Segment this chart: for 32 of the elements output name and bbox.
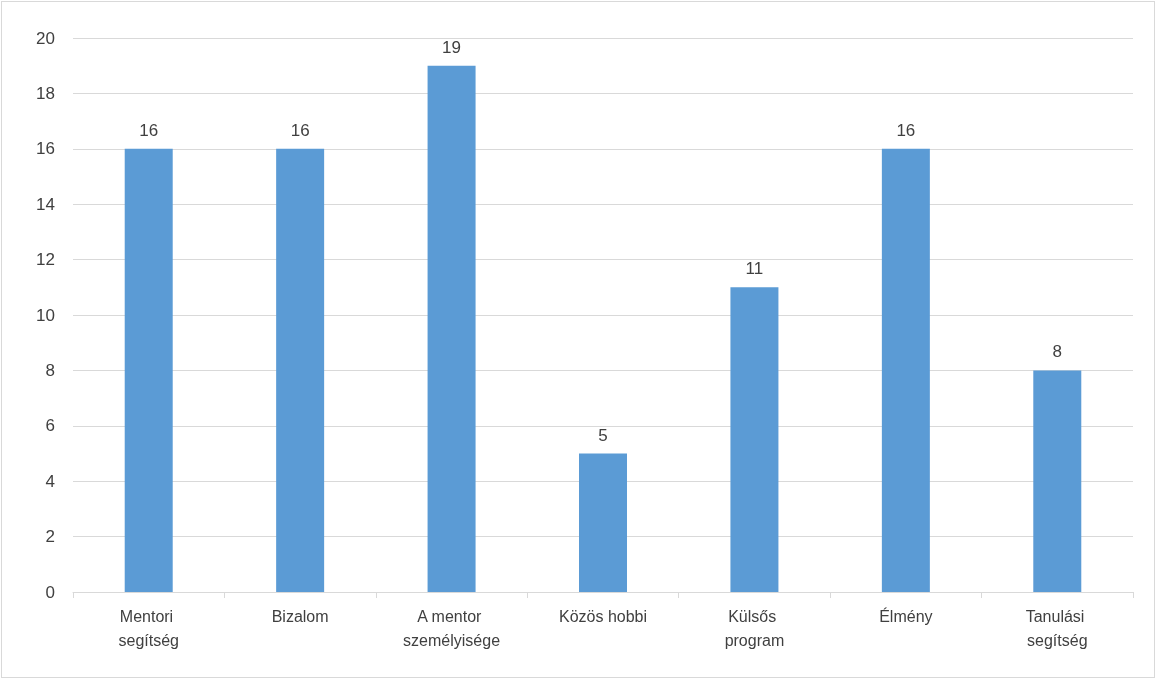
bar [276, 148, 325, 592]
y-tick-label: 16 [36, 139, 55, 159]
y-tick-label: 6 [45, 416, 55, 436]
y-tick-label: 0 [45, 582, 55, 602]
bar [579, 453, 627, 592]
data-label: 11 [745, 259, 764, 279]
data-label: 16 [290, 120, 310, 140]
bar [124, 148, 173, 592]
data-label: 16 [896, 120, 916, 140]
y-tick-label: 18 [36, 83, 55, 103]
bar [881, 148, 930, 592]
bar [427, 65, 476, 592]
data-label: 8 [1052, 342, 1063, 362]
x-tick-label: Bizalom [271, 607, 329, 625]
y-tick-label: 10 [36, 305, 55, 325]
bar [1033, 370, 1082, 592]
y-tick-label: 12 [36, 250, 55, 270]
x-tick-label: Tanulási segítség [1025, 607, 1089, 649]
x-tick-label: Mentori segítség [118, 607, 179, 649]
y-tick-label: 20 [36, 28, 55, 48]
y-tick-label: 8 [45, 360, 55, 380]
bar [730, 287, 779, 592]
x-tick-label: Külsős program [724, 607, 785, 649]
data-label: 5 [598, 425, 608, 445]
y-tick-label: 14 [36, 194, 55, 214]
x-tick-label: Közös hobbi [558, 607, 648, 625]
x-tick-label: Élmény [879, 606, 933, 625]
data-label: 16 [139, 120, 159, 140]
x-tick-label: A mentor személyisége [403, 607, 501, 649]
data-label: 19 [442, 37, 462, 57]
y-tick-label: 2 [45, 527, 55, 547]
y-tick-label: 4 [45, 471, 55, 491]
